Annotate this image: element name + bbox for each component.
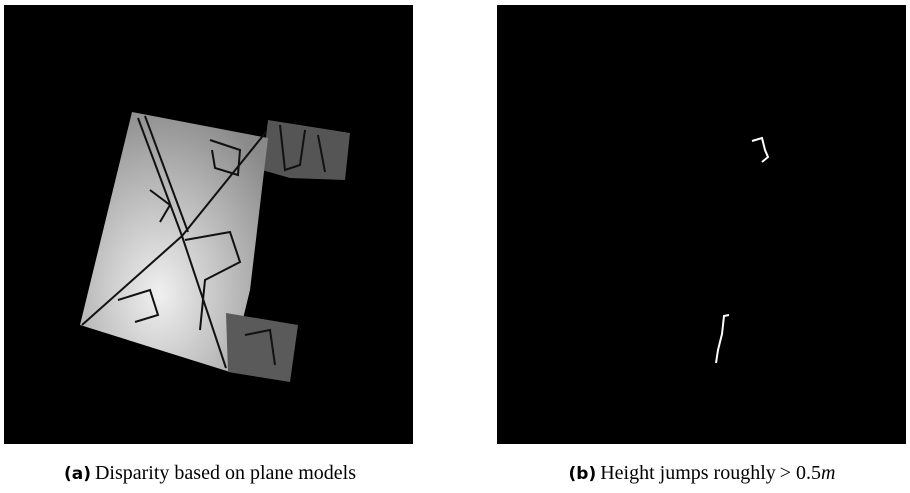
caption-b: (b) Height jumps roughly > 0.5m: [569, 462, 836, 484]
figure: (a) Disparity based on plane models (b) …: [0, 0, 910, 493]
caption-label: (b): [569, 464, 597, 484]
panel-b-image: [497, 5, 906, 444]
caption-text: Height jumps roughly: [600, 462, 776, 484]
panel-a-image: [4, 5, 413, 444]
caption-unit: m: [821, 462, 835, 484]
caption-text: Disparity based on plane models: [95, 462, 356, 484]
caption-math: > 0.5: [780, 462, 821, 484]
caption-label: (a): [64, 464, 91, 484]
caption-a: (a) Disparity based on plane models: [64, 462, 356, 484]
